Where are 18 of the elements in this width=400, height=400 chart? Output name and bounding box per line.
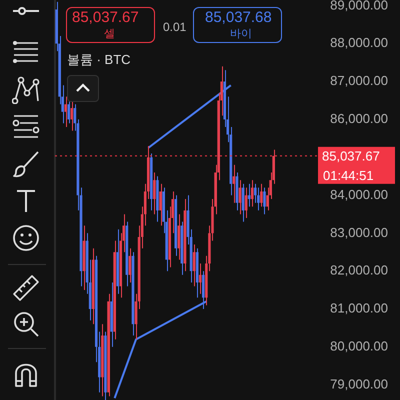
y-tick-label: 79,000.00 xyxy=(330,376,388,392)
annotation: 85,037.68 xyxy=(205,9,272,26)
annotation: 0.01 xyxy=(163,20,186,34)
y-tick-label: 83,000.00 xyxy=(330,224,388,240)
y-tick-label: 88,000.00 xyxy=(330,35,388,50)
annotation: 볼륨 · BTC xyxy=(67,51,131,69)
y-tick-label: 81,000.00 xyxy=(330,300,388,316)
annotation: 85,037.67 xyxy=(72,9,139,26)
y-tick-label: 84,000.00 xyxy=(330,186,388,202)
y-tick-label: 82,000.00 xyxy=(330,262,388,278)
y-tick-label: 89,000.00 xyxy=(330,0,388,12)
y-tick-label: 87,000.00 xyxy=(330,73,388,88)
y-tick-label: 86,000.00 xyxy=(330,111,388,126)
annotation: 바이 xyxy=(230,27,252,41)
ref-line-label: 85,037.67 xyxy=(322,148,380,164)
text: 01:44:51 xyxy=(323,168,374,183)
annotation: 셀 xyxy=(104,27,115,41)
y-tick-label: 80,000.00 xyxy=(330,338,388,354)
